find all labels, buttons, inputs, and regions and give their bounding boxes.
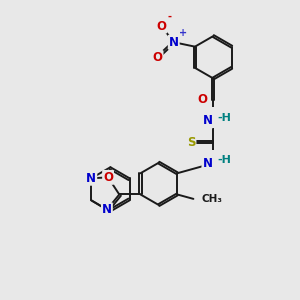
Text: O: O xyxy=(103,171,113,184)
Text: N: N xyxy=(202,114,212,127)
Text: -: - xyxy=(167,12,171,22)
Text: N: N xyxy=(86,172,96,185)
Text: CH₃: CH₃ xyxy=(202,194,223,204)
Text: -H: -H xyxy=(218,113,232,123)
Text: +: + xyxy=(179,28,187,38)
Text: S: S xyxy=(187,136,196,148)
Text: O: O xyxy=(197,93,207,106)
Text: N: N xyxy=(169,36,179,49)
Text: -H: -H xyxy=(218,155,232,165)
Text: O: O xyxy=(153,51,163,64)
Text: N: N xyxy=(102,203,112,216)
Text: N: N xyxy=(202,157,212,170)
Text: O: O xyxy=(156,20,167,32)
